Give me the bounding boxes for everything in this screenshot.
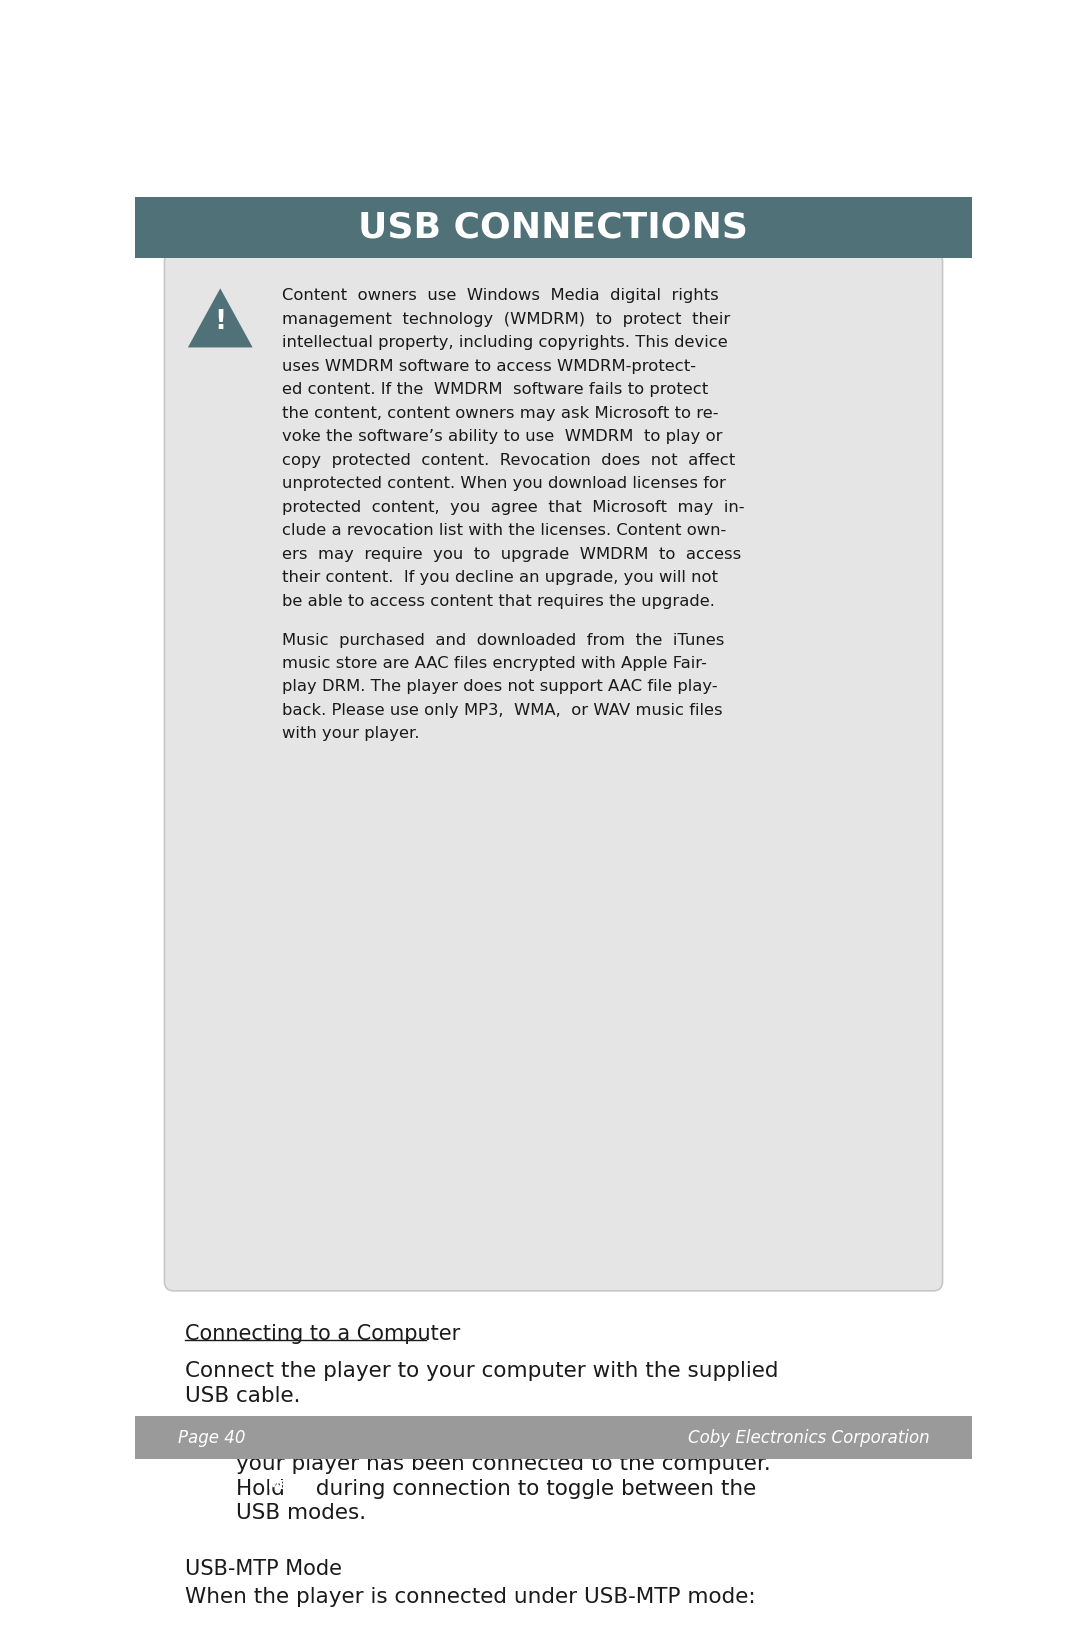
Text: USB cable.: USB cable. [186,1385,301,1406]
Polygon shape [188,288,253,347]
Text: ed content. If the  WMDRM  software fails to protect: ed content. If the WMDRM software fails … [282,382,708,397]
Text: Connecting to a Computer: Connecting to a Computer [186,1324,461,1344]
FancyBboxPatch shape [164,252,943,1292]
Text: Coby Electronics Corporation: Coby Electronics Corporation [688,1429,930,1447]
Text: Music  purchased  and  downloaded  from  the  iTunes: Music purchased and downloaded from the … [282,633,725,647]
Text: ✶: ✶ [193,1429,212,1449]
Text: during connection to toggle between the: during connection to toggle between the [309,1478,756,1498]
Text: the content, content owners may ask Microsoft to re-: the content, content owners may ask Micr… [282,406,719,421]
Text: When the player is connected under USB-MTP mode:: When the player is connected under USB-M… [186,1587,756,1608]
Text: protected  content,  you  agree  that  Microsoft  may  in-: protected content, you agree that Micros… [282,500,745,515]
Text: with your player.: with your player. [282,726,420,741]
FancyBboxPatch shape [268,1475,308,1496]
Text: intellectual property, including copyrights. This device: intellectual property, including copyrig… [282,336,728,351]
Text: Connect the player to your computer with the supplied: Connect the player to your computer with… [186,1360,779,1382]
Text: their content.  If you decline an upgrade, you will not: their content. If you decline an upgrade… [282,570,718,585]
Text: be able to access content that requires the upgrade.: be able to access content that requires … [282,593,715,608]
Text: uses WMDRM software to access WMDRM-protect-: uses WMDRM software to access WMDRM-prot… [282,359,697,374]
Text: back. Please use only MP3,  WMA,  or WAV music files: back. Please use only MP3, WMA, or WAV m… [282,703,723,718]
Text: your player has been connected to the computer.: your player has been connected to the co… [235,1454,770,1473]
Text: unprotected content. When you download licenses for: unprotected content. When you download l… [282,477,726,492]
Text: ers  may  require  you  to  upgrade  WMDRM  to  access: ers may require you to upgrade WMDRM to … [282,547,742,562]
Text: management  technology  (WMDRM)  to  protect  their: management technology (WMDRM) to protect… [282,311,730,326]
Text: USB CONNECTIONS: USB CONNECTIONS [359,210,748,244]
Text: MENU: MENU [268,1478,307,1491]
Text: play DRM. The player does not support AAC file play-: play DRM. The player does not support AA… [282,680,718,695]
Text: voke the software’s ability to use  WMDRM  to play or: voke the software’s ability to use WMDRM… [282,429,723,444]
Text: USB-MTP Mode: USB-MTP Mode [186,1559,342,1578]
Text: Hold: Hold [235,1478,292,1498]
Text: Content  owners  use  Windows  Media  digital  rights: Content owners use Windows Media digital… [282,288,719,303]
Text: clude a revocation list with the licenses. Content own-: clude a revocation list with the license… [282,523,727,538]
Text: !: ! [214,308,227,334]
Text: music store are AAC files encrypted with Apple Fair-: music store are AAC files encrypted with… [282,656,707,670]
FancyBboxPatch shape [135,1416,972,1459]
FancyBboxPatch shape [135,197,972,259]
Text: copy  protected  content.  Revocation  does  not  affect: copy protected content. Revocation does … [282,452,735,467]
Text: USB modes.: USB modes. [235,1503,366,1523]
Text: Page 40: Page 40 [177,1429,245,1447]
Text: You can switch between USB modes quickly after: You can switch between USB modes quickly… [235,1429,765,1449]
